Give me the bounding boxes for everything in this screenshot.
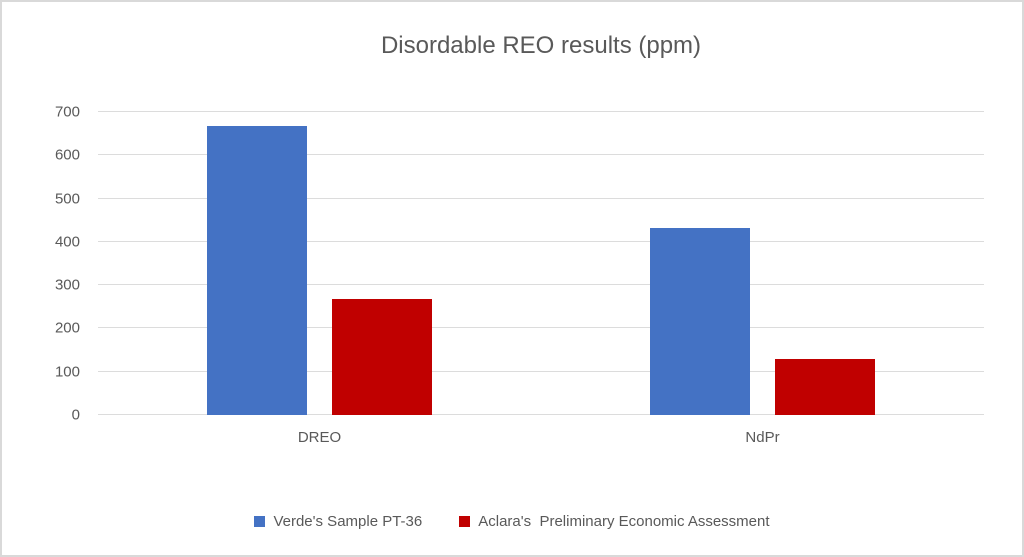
- legend-item-verde-s-sample-pt-36: Verde's Sample PT-36: [254, 513, 422, 530]
- x-axis-category-label-ndpr: NdPr: [745, 429, 780, 446]
- gridline-0: [98, 414, 984, 415]
- legend-swatch-icon: [459, 516, 471, 527]
- y-axis-tick-label-700: 700: [54, 103, 80, 121]
- gridline-600: [98, 154, 984, 156]
- y-axis: 0 100 200 300 400 500 600 700: [2, 105, 80, 423]
- x-axis-category-label-dreo: DREO: [297, 429, 342, 446]
- legend-label: Aclara's Preliminary Economic Assessment: [478, 513, 770, 530]
- gridline-700: [98, 111, 984, 112]
- y-axis-tick-label-100: 100: [54, 363, 80, 381]
- y-axis-tick-label-0: 0: [71, 406, 80, 424]
- bar-ndpr-verde-s-sample-pt-36: [650, 227, 750, 415]
- gridline-200: [98, 327, 984, 329]
- plot-area: [98, 111, 984, 415]
- bar-group-dreo: [98, 112, 541, 415]
- bar-groups: [98, 112, 984, 415]
- bar-dreo-aclara-s-preliminary-economic-assessment: [332, 299, 432, 415]
- legend-swatch-icon: [254, 516, 266, 527]
- y-axis-tick-label-300: 300: [54, 276, 80, 294]
- x-axis: DREO NdPr: [98, 415, 984, 446]
- legend: Verde's Sample PT-36 Aclara's Preliminary…: [2, 513, 1022, 530]
- bar-ndpr-aclara-s-preliminary-economic-assessment: [775, 359, 875, 415]
- gridline-500: [98, 197, 984, 199]
- y-axis-tick-label-500: 500: [54, 190, 80, 208]
- bar-dreo-verde-s-sample-pt-36: [207, 125, 307, 415]
- legend-item-aclara-s-preliminary-economic-assessment: Aclara's Preliminary Economic Assessment: [459, 513, 770, 530]
- gridline-100: [98, 370, 984, 372]
- gridline-300: [98, 284, 984, 286]
- chart-title: Disordable REO results (ppm): [380, 32, 702, 59]
- legend-label: Verde's Sample PT-36: [273, 513, 423, 530]
- y-axis-tick-label-400: 400: [54, 233, 80, 251]
- y-axis-tick-label-600: 600: [54, 146, 80, 164]
- bar-group-ndpr: [541, 112, 984, 415]
- gridline-400: [98, 240, 984, 242]
- y-axis-tick-label-200: 200: [54, 319, 80, 337]
